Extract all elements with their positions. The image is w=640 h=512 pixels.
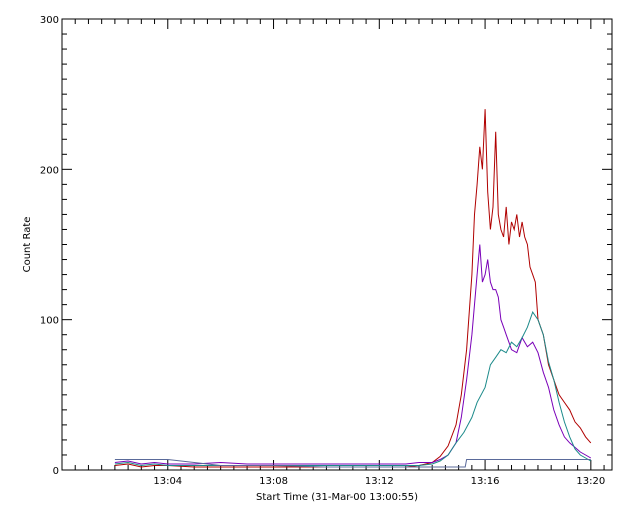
series-line-2 [114,244,592,465]
y-tick-label: 200 [40,165,59,176]
series-line-3 [114,311,592,467]
x-tick-label: 13:16 [471,476,500,487]
series-line-4 [114,459,591,468]
y-axis-label: Count Rate [22,217,33,273]
plot-frame [61,18,613,471]
x-tick-label: 13:12 [365,476,394,487]
x-tick-label: 13:20 [576,476,605,487]
x-tick-label: 13:08 [259,476,288,487]
series-line-1 [114,109,592,468]
x-tick-label: 13:04 [153,476,182,487]
x-axis-label: Start Time (31-Mar-00 13:00:55) [256,492,418,503]
y-tick-label: 300 [40,15,59,26]
y-tick-label: 0 [53,466,59,477]
y-tick-label: 100 [40,316,59,327]
